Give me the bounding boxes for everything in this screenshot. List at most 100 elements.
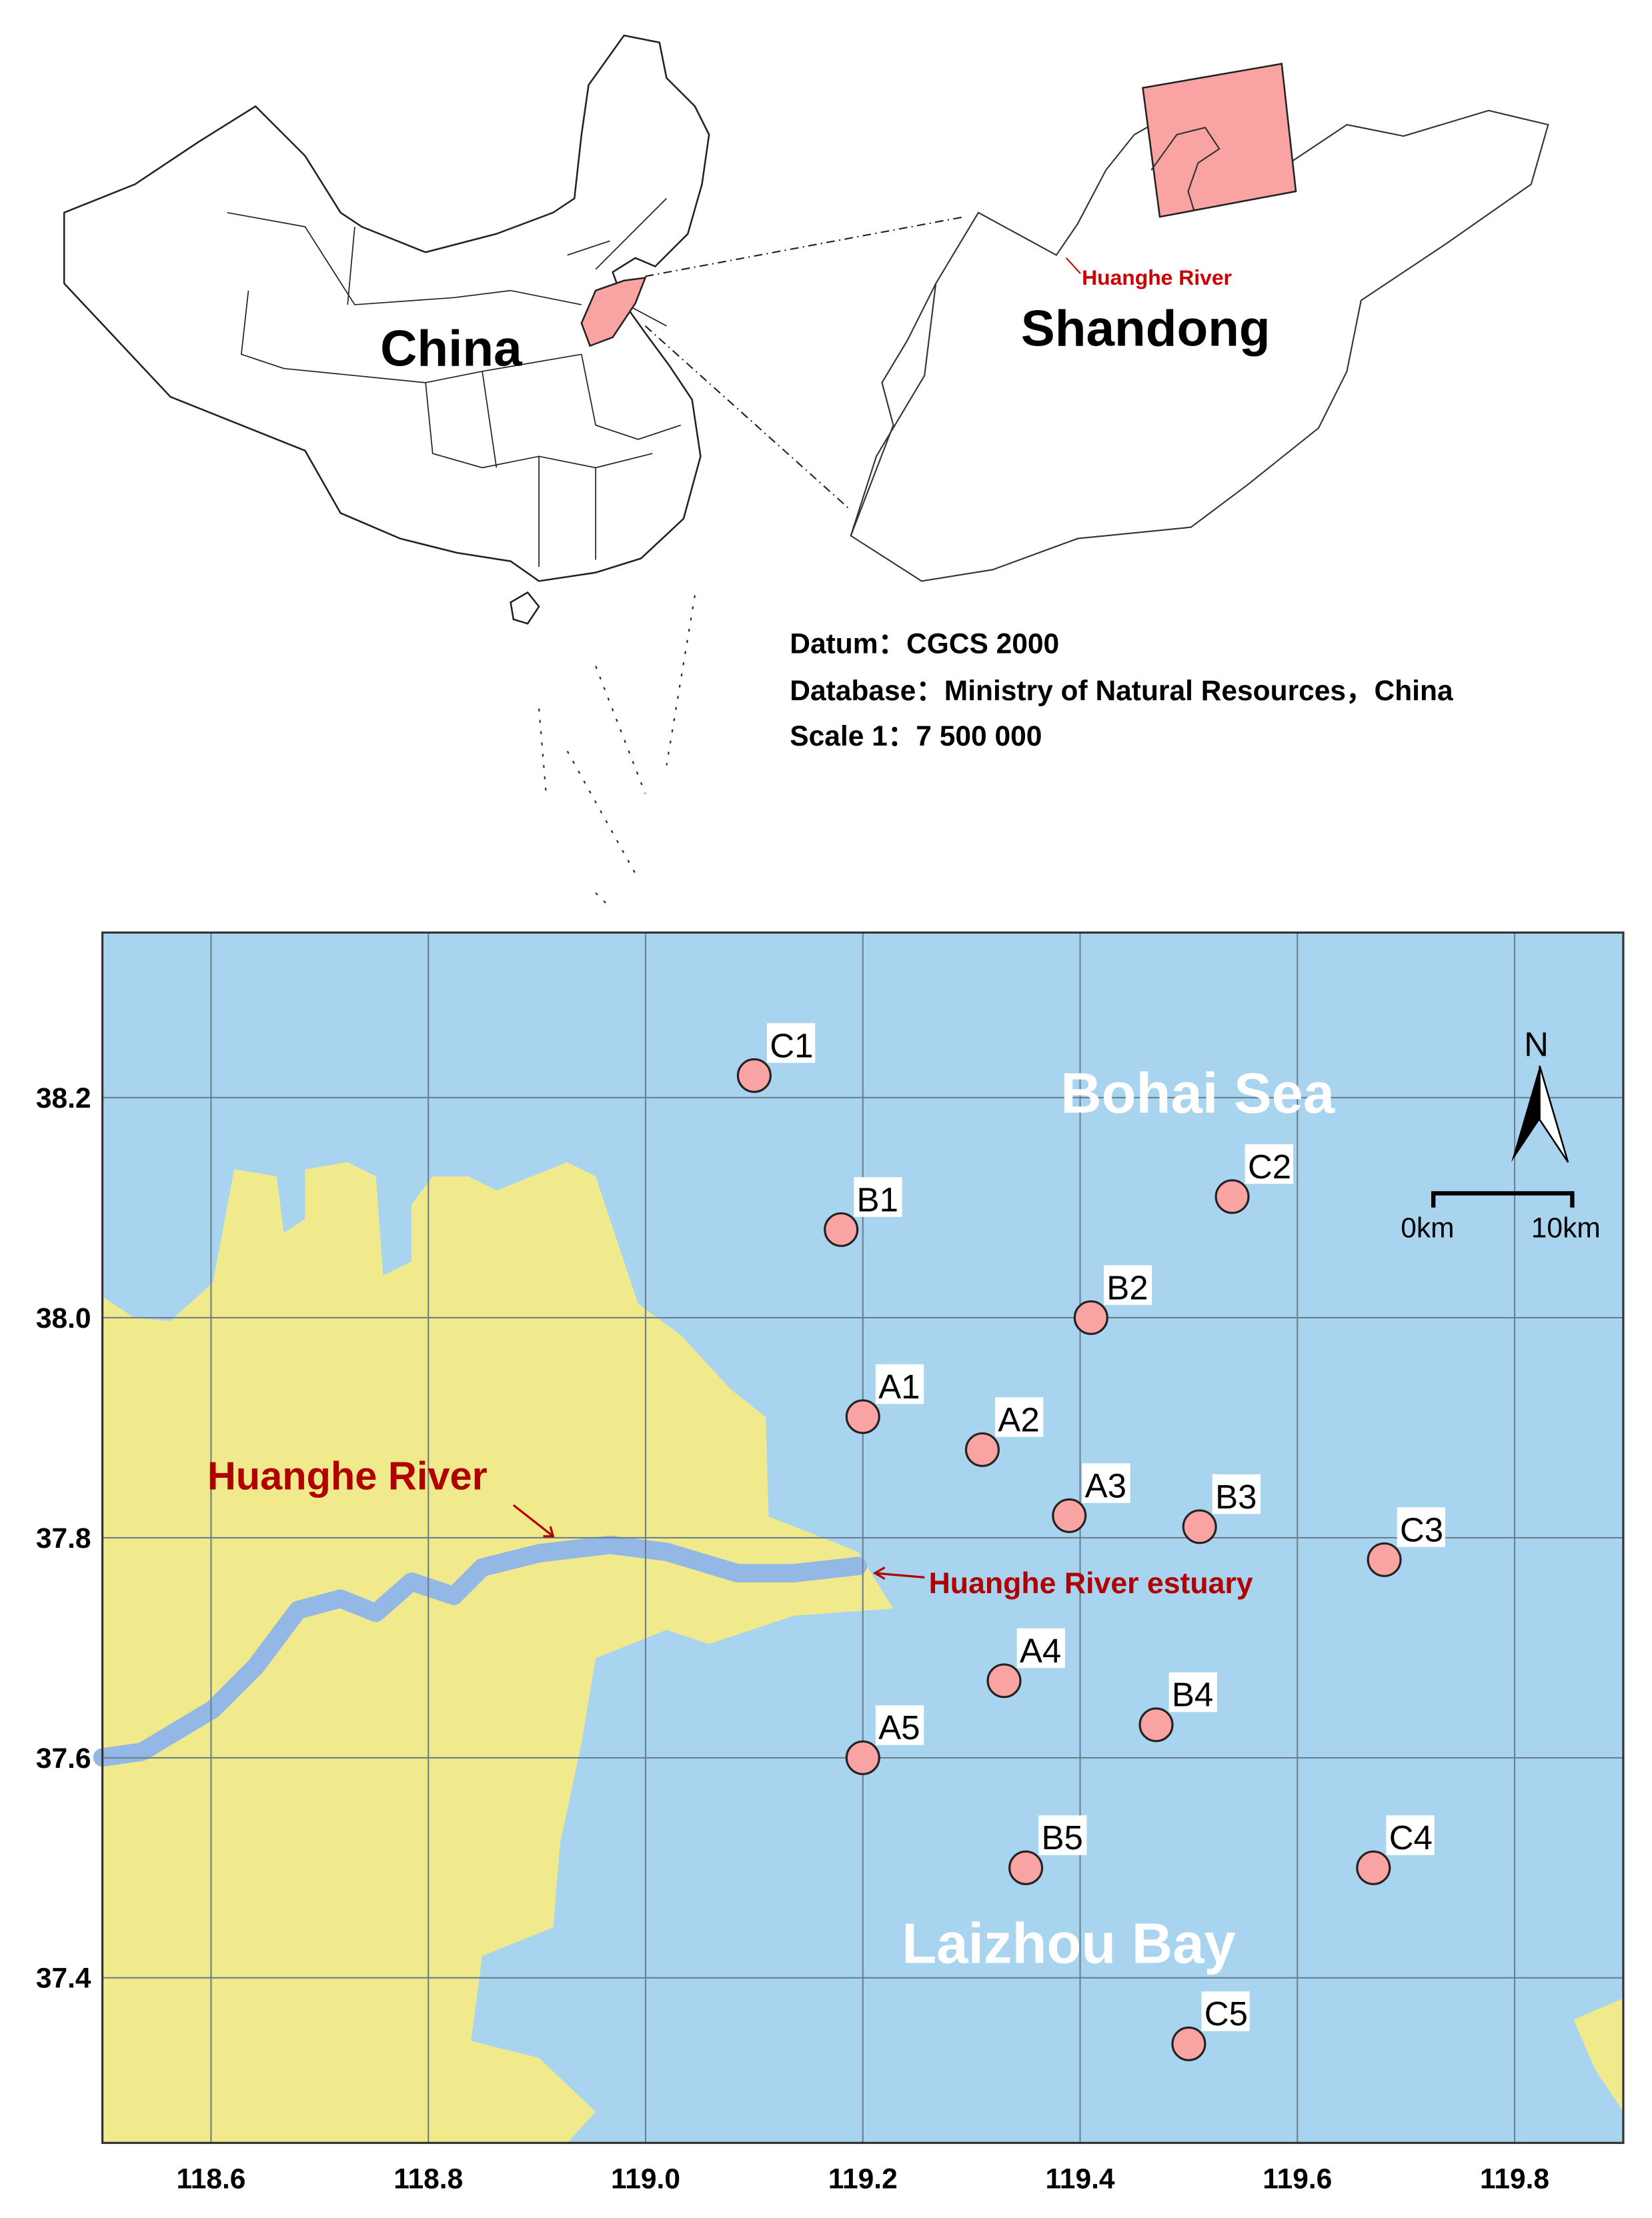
station-marker [964,1432,1000,1467]
station-label-bg [1201,1991,1250,2031]
station-b3: B3 [1182,1474,1261,1544]
station-c2: C2 [1214,1144,1293,1214]
china-map [63,34,710,908]
station-a4: A4 [986,1628,1065,1699]
shandong-west-border [850,283,937,536]
station-label: C2 [1248,1148,1291,1186]
shandong-label: Shandong [1021,301,1271,357]
land-area-southeast [1573,1998,1623,2112]
scale-text: Scale 1：7 500 000 [790,721,1042,752]
station-label: B2 [1106,1268,1148,1306]
station-label-bg [1212,1474,1261,1514]
station-b5: B5 [1008,1815,1087,1885]
station-c1: C1 [736,1023,816,1093]
station-label: C4 [1389,1819,1433,1857]
latitude-axis: 38.2 38.0 37.8 37.6 37.4 [36,1083,91,1995]
station-label-bg [1397,1507,1445,1547]
province-borders [227,197,681,568]
station-a3: A3 [1052,1463,1130,1533]
north-arrow-icon [1511,1066,1540,1162]
huanghe-river [93,1535,868,1767]
station-label-bg [1082,1463,1130,1503]
station-a5: A5 [845,1705,924,1775]
station-label: B1 [857,1180,898,1218]
station-marker [986,1663,1022,1699]
station-marker [845,1740,880,1775]
shandong-map [850,63,1549,582]
station-b4: B4 [1138,1672,1217,1743]
land-area [102,1162,894,2143]
station-label-bg [854,1177,902,1217]
station-label: A2 [998,1400,1039,1438]
station-label: A3 [1085,1466,1126,1504]
station-c3: C3 [1367,1507,1445,1577]
coast-inside-box [1150,127,1220,210]
station-label-bg [875,1364,924,1404]
station-marker [736,1058,772,1093]
estuary-label: Huanghe River estuary [929,1567,1253,1600]
river-label-arrow [512,1504,555,1538]
station-label: A5 [878,1709,920,1747]
station-b1: B1 [824,1177,902,1247]
scale-bar-line [1431,1191,1575,1208]
lon-tick-label: 119.0 [611,2163,680,2195]
station-label-bg [1245,1144,1293,1184]
china-outline [63,34,710,582]
station-label: B3 [1215,1478,1257,1516]
north-arrow: N [1511,1025,1569,1163]
station-marker [824,1212,859,1247]
station-label: B4 [1172,1676,1213,1714]
lon-tick-label: 118.6 [176,2163,245,2195]
sampling-stations: C1 B1 C2 B2 A1 A2 A3 B3 C3 A4 B4 A5 B5 C4 C5 [736,1023,1445,2061]
scale-bar-end: 10km [1531,1212,1601,1244]
station-marker [1008,1850,1044,1885]
lat-tick-label: 38.2 [36,1083,91,1114]
station-label-bg [1168,1672,1217,1713]
lat-tick-label: 37.6 [36,1743,91,1775]
station-label-bg [995,1397,1044,1437]
study-area-box [1142,63,1297,218]
station-label-bg [1103,1265,1152,1305]
laizhou-bay-label: Laizhou Bay [902,1912,1236,1975]
map-frame [101,931,1625,2144]
station-marker [1356,1850,1391,1885]
station-label-bg [1016,1628,1065,1669]
lon-tick-label: 119.4 [1046,2163,1115,2195]
station-marker [1214,1179,1250,1214]
station-label: C1 [770,1026,813,1064]
station-label-bg [1038,1815,1087,1855]
station-label-bg [1386,1815,1435,1855]
river-label: Huanghe River [207,1454,488,1498]
estuary-arrow [872,1566,925,1580]
study-area-map: 118.6 118.8 119.0 119.2 119.4 119.6 119.8 38.2… [36,931,1625,2195]
lat-tick-label: 37.4 [36,1963,91,1995]
station-label-bg [766,1023,816,1063]
shandong-river-label: Huanghe River [1082,265,1232,289]
hainan-island [510,591,540,625]
station-marker [845,1399,880,1434]
station-label: A1 [878,1368,920,1406]
station-marker [1052,1498,1087,1533]
shandong-province-highlight [580,276,647,347]
station-label: B5 [1041,1819,1082,1857]
south-china-sea-islands [538,595,696,908]
database-text: Database：Ministry of Natural Resources，C… [790,676,1453,707]
station-marker [1171,2026,1206,2061]
longitude-axis: 118.6 118.8 119.0 119.2 119.4 119.6 119.8 [176,2163,1549,2195]
north-arrow-outline-icon [1539,1065,1569,1163]
connector-line-top [645,216,964,277]
station-marker [1073,1300,1108,1335]
station-label: C5 [1204,1995,1248,2033]
lon-tick-label: 118.8 [393,2163,463,2195]
datum-text: Datum：CGCS 2000 [790,629,1059,660]
station-label-bg [875,1705,924,1745]
station-c5: C5 [1171,1991,1250,2061]
lat-tick-label: 38.0 [36,1303,91,1334]
station-label: A4 [1020,1632,1061,1670]
bohai-sea-label: Bohai Sea [1060,1062,1335,1125]
graticule [102,932,1623,2143]
station-label: C3 [1400,1510,1443,1548]
lon-tick-label: 119.8 [1480,2163,1549,2195]
scale-bar: 0km 10km [1401,1191,1601,1244]
scale-bar-start: 0km [1401,1212,1454,1244]
